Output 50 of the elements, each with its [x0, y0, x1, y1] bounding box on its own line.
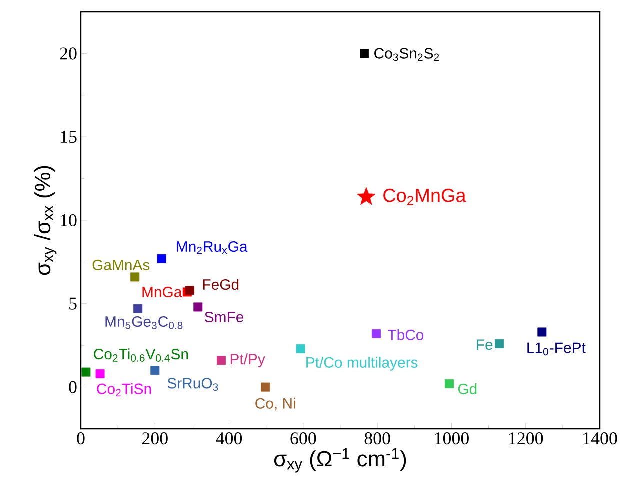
x-tick-label: 600 — [290, 432, 316, 445]
series-label: Co$_{3}$Sn$_{2}$S$_{2}$ — [374, 48, 440, 62]
x-tick-label: 400 — [216, 432, 242, 445]
y-tick-label: 0 — [69, 381, 77, 394]
series-label: L1$_{0}$-FePt — [528, 342, 586, 356]
series-label: Pt/Py — [230, 354, 266, 368]
series-label: Pt/Co multilayers — [306, 356, 418, 371]
y-tick-label: 20 — [60, 48, 77, 60]
point — [372, 329, 381, 338]
series-label: Gd — [458, 383, 477, 394]
point — [96, 369, 105, 378]
series-label: Co, Ni — [256, 398, 296, 411]
point — [157, 254, 166, 264]
point — [296, 344, 306, 354]
x-tick-label: 1000 — [435, 432, 469, 445]
series-label: MnGa — [142, 286, 182, 298]
x-tick-label: 1400 — [584, 432, 618, 445]
point — [217, 356, 226, 366]
point — [82, 368, 91, 377]
point — [261, 382, 270, 392]
point — [495, 339, 504, 348]
y-tick-label: 5 — [70, 298, 77, 310]
y-tick-label: 10 — [61, 214, 77, 227]
y-axis-title: σ$_{xy}$ /σ$_{xx}$ (%) — [34, 166, 57, 276]
point — [150, 366, 160, 376]
y-tick-label: 15 — [61, 131, 77, 144]
x-tick-label: 200 — [142, 432, 168, 445]
x-axis-title: σ$_{xy}$ (Ω$^{−1}$ cm$^{-1}$) — [274, 448, 406, 473]
x-tick-label: 0 — [77, 432, 85, 445]
series-label: TbCo — [388, 329, 424, 340]
series-label: GaMnAs — [92, 260, 150, 270]
point — [185, 286, 194, 296]
x-tick-label: 800 — [364, 432, 390, 445]
point — [357, 187, 376, 206]
series-label: Co$_{2}$Ti$_{0.6}$V$_{0.4}$Sn — [94, 348, 188, 362]
series-label: SmFe — [205, 312, 244, 323]
series-label: Fe — [477, 340, 493, 350]
x-tick-label: 1200 — [510, 432, 544, 445]
series-label: Co$_{2}$TiSn — [97, 383, 152, 397]
series-label: Mn$_{2}$Ru$_{x}$Ga — [177, 241, 248, 254]
point — [194, 302, 203, 312]
point — [130, 272, 140, 282]
point — [360, 49, 370, 58]
series-label: SrRuO$_{3}$ — [168, 378, 218, 392]
point — [134, 304, 143, 314]
series-label: FeGd — [203, 279, 239, 290]
point — [444, 379, 454, 388]
series-label: Co$_{2}$MnGa — [384, 188, 466, 206]
point — [538, 328, 547, 337]
series-label: Mn$_{5}$Ge$_{3}$C$_{0.8}$ — [106, 316, 183, 330]
